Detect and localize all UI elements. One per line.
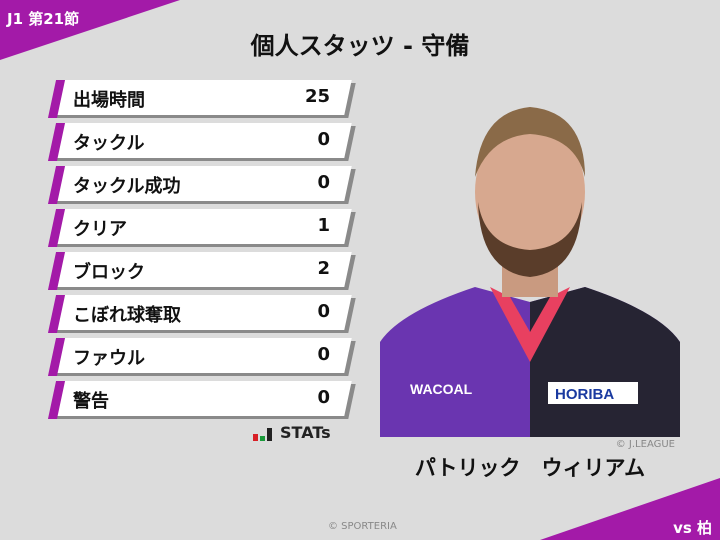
stat-value: 0 [317,301,330,322]
stat-row: クリア 1 [47,209,356,247]
opponent-label: vs 柏 [673,519,712,537]
player-photo: WACOAL HORIBA [380,72,680,437]
page-title: 個人スタッツ - 守備 [250,32,470,60]
stat-label: ブロック [73,262,145,283]
stat-value: 25 [304,86,330,107]
round-label: J1 第21節 [7,10,80,28]
stat-label: タックル成功 [73,176,181,197]
stat-row: こぼれ球奪取 0 [47,295,356,333]
bar-icon [267,428,272,441]
stat-label: 出場時間 [73,90,145,111]
stat-label: クリア [73,219,127,240]
stat-value: 0 [317,344,330,365]
stat-row: 出場時間 25 [47,80,356,118]
stat-label: こぼれ球奪取 [73,305,181,326]
stat-label: 警告 [73,391,109,412]
stat-row: 警告 0 [47,381,356,419]
stat-value: 0 [317,172,330,193]
sponsor-horiba: HORIBA [555,386,614,403]
stat-row: タックル成功 0 [47,166,356,204]
stat-row: ブロック 2 [47,252,356,290]
stat-label: ファウル [73,348,145,369]
copyright: © SPORTERIA [328,521,397,532]
stat-value: 0 [317,129,330,150]
player-name: パトリック ウィリアム [414,456,646,480]
stat-value: 2 [317,258,330,279]
sponsor-wacoal: WACOAL [410,381,473,397]
stat-row: タックル 0 [47,123,356,161]
stats-logo: STATs [253,425,331,441]
stat-row: ファウル 0 [47,338,356,376]
stat-value: 0 [317,387,330,408]
bar-icon [253,434,258,441]
bar-icon [260,436,265,441]
stat-label: タックル [73,133,145,154]
stat-value: 1 [317,215,330,236]
photo-credit: © J.LEAGUE [615,439,675,450]
